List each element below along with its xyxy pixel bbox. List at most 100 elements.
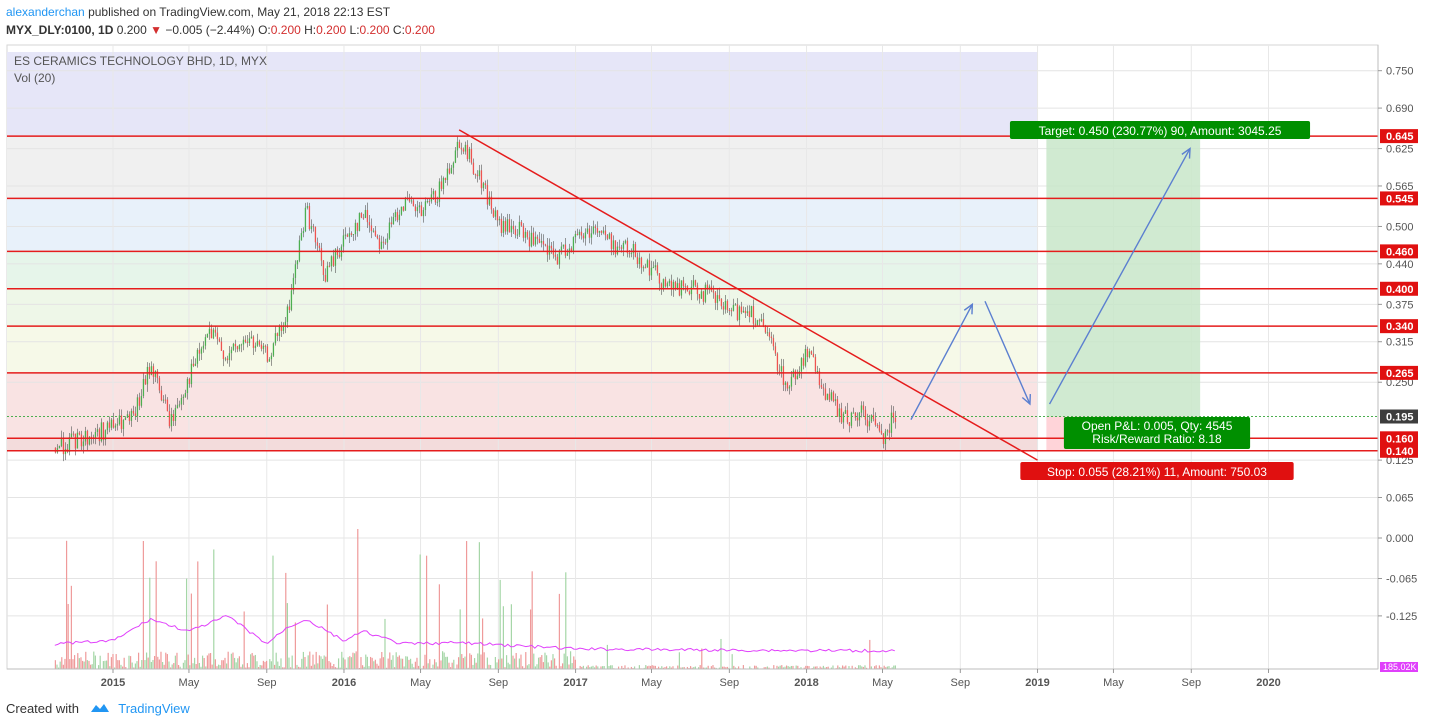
volume-bar — [763, 667, 765, 669]
candle-body — [192, 363, 195, 366]
candle-body — [812, 353, 815, 357]
candle-body — [450, 167, 453, 174]
candle-body — [566, 253, 569, 256]
time-axis[interactable] — [7, 669, 1378, 691]
volume-bar — [107, 652, 109, 669]
projection-arrow[interactable] — [984, 300, 1031, 405]
volume-bar — [579, 665, 581, 669]
volume-bar — [720, 638, 722, 669]
volume-bar — [453, 659, 455, 669]
volume-bar — [168, 661, 170, 669]
candle-body — [530, 232, 533, 247]
volume-bar — [446, 656, 448, 669]
candle-body — [808, 351, 811, 358]
price-chart[interactable]: Target: 0.450 (230.77%) 90, Amount: 3045… — [0, 0, 1440, 700]
y-tick-label: 0.375 — [1386, 299, 1414, 311]
candle-body — [574, 233, 577, 238]
volume-bar — [697, 667, 700, 669]
projection-arrow[interactable] — [1048, 148, 1191, 405]
candle-body — [188, 378, 191, 385]
volume-bar — [422, 665, 424, 669]
candle-body — [118, 415, 121, 425]
candle-body — [520, 221, 523, 226]
volume-bar — [451, 662, 453, 669]
candle-body — [728, 309, 731, 311]
candle-body — [570, 248, 573, 252]
volume-bar — [105, 660, 108, 669]
volume-bar — [317, 663, 319, 669]
candle-body — [330, 256, 333, 267]
volume-bar — [461, 654, 463, 669]
volume-bar — [733, 665, 735, 669]
candle-body — [638, 257, 641, 265]
volume-bar — [176, 652, 178, 669]
volume-bar — [686, 666, 688, 669]
candle-body — [390, 222, 393, 225]
volume-bar — [702, 667, 704, 669]
stop-label[interactable]: Stop: 0.055 (28.21%) 11, Amount: 750.03 — [1020, 462, 1294, 480]
volume-bar — [360, 657, 362, 669]
x-tick-label: May — [872, 677, 893, 689]
volume-bar — [379, 658, 381, 669]
volume-bar — [133, 667, 135, 669]
volume-bar — [321, 658, 324, 669]
volume-bar — [533, 653, 535, 669]
symbol-name[interactable]: MYX_DLY:0100, 1D — [6, 23, 114, 37]
candle-body — [338, 255, 341, 257]
candle-body — [534, 236, 537, 245]
volume-bar — [469, 653, 471, 669]
candle-body — [360, 213, 363, 218]
volume-bar — [621, 665, 623, 669]
price-axis[interactable] — [1378, 45, 1428, 669]
volume-bar — [248, 667, 250, 669]
volume-bar — [414, 661, 416, 669]
volume-badge — [1380, 662, 1418, 672]
volume-bar — [376, 663, 378, 669]
candle-body — [232, 343, 235, 350]
volume-bar — [489, 665, 492, 669]
candle-body — [886, 430, 889, 432]
volume-bar — [737, 666, 740, 669]
volume-bar — [285, 572, 287, 669]
candle-body — [116, 424, 119, 426]
projection-arrow[interactable] — [910, 304, 973, 420]
candle-body — [314, 226, 317, 243]
target-label[interactable]: Target: 0.450 (230.77%) 90, Amount: 3045… — [1009, 121, 1311, 139]
candle-body — [136, 397, 139, 417]
tradingview-link[interactable]: TradingView — [118, 701, 190, 716]
candle-body — [620, 247, 623, 249]
candle-body — [842, 413, 845, 423]
author-link[interactable]: alexanderchan — [6, 5, 85, 19]
candle-body — [598, 230, 601, 233]
candle-body — [168, 411, 171, 427]
volume-bar — [369, 656, 372, 669]
volume-bar — [678, 652, 680, 669]
fib-band — [7, 198, 1038, 252]
volume-bar — [851, 665, 853, 669]
candle-body — [616, 246, 619, 255]
candle-body — [750, 306, 753, 318]
candle-body — [650, 267, 653, 276]
volume-bar — [145, 652, 148, 669]
stop-label-bg — [1020, 462, 1294, 480]
volume-bar — [97, 665, 100, 669]
candle-body — [868, 421, 871, 427]
volume-bar — [488, 664, 490, 669]
candle-body — [600, 230, 603, 233]
volume-bar — [208, 653, 210, 669]
candle-body — [524, 231, 527, 238]
volume-bar — [622, 667, 624, 669]
volume-bar — [161, 661, 164, 669]
candle-body — [158, 378, 161, 391]
candle-body — [550, 245, 553, 249]
volume-bar — [157, 656, 159, 669]
candle-body — [368, 222, 371, 226]
volume-bar — [521, 666, 524, 669]
trend-line[interactable] — [458, 129, 1038, 461]
candle-body — [634, 243, 637, 257]
risk-reward-text: Risk/Reward Ratio: 8.18 — [1092, 432, 1222, 446]
volume-bar — [609, 665, 612, 669]
candle-body — [560, 246, 563, 251]
level-price-label: 0.400 — [1386, 284, 1414, 296]
